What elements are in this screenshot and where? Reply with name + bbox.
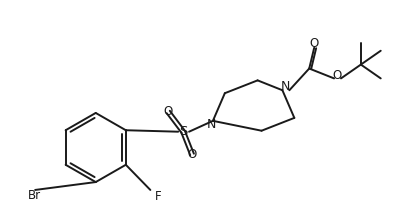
Text: N: N [207,118,217,131]
Text: N: N [281,80,290,93]
Text: O: O [164,106,173,118]
Text: F: F [155,190,162,203]
Text: O: O [310,37,319,50]
Text: S: S [179,125,187,138]
Text: O: O [187,148,197,161]
Text: Br: Br [28,189,41,202]
Text: O: O [332,69,341,82]
